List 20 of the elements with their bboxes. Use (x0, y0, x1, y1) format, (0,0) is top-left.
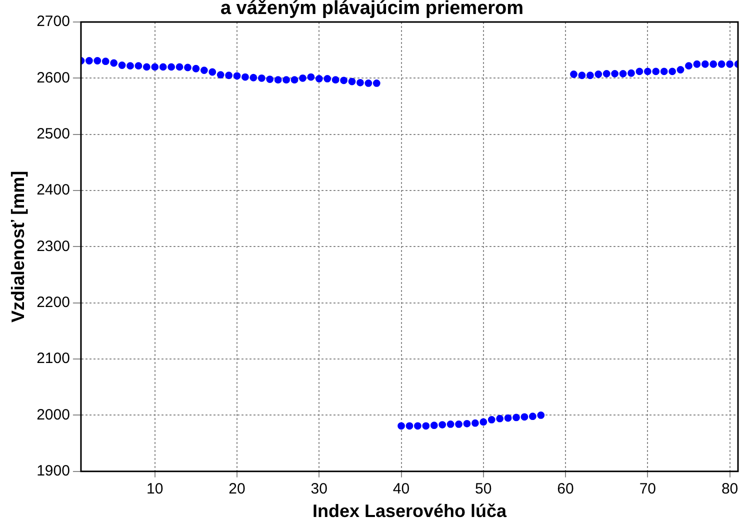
x-tick-label: 70 (639, 480, 656, 498)
y-tick-label: 2700 (36, 13, 70, 30)
y-tick-label: 2500 (36, 125, 70, 142)
x-axis-title: Index Laserového lúča (312, 501, 508, 522)
x-tick-label: 20 (228, 480, 246, 498)
y-tick-label: 1900 (36, 462, 70, 480)
y-axis-title: Vzdialenosť [mm] (8, 170, 28, 323)
x-tick-label: 10 (146, 480, 164, 498)
chart-title: a váženým plávajúcim priemerom (220, 0, 524, 19)
y-tick-label: 2300 (36, 238, 70, 255)
y-tick-label: 2100 (36, 350, 70, 368)
x-tick-label: 40 (392, 480, 410, 498)
x-tick-label: 50 (475, 480, 492, 498)
y-tick-label: 2600 (36, 69, 70, 86)
x-tick-label: 80 (721, 480, 738, 498)
y-tick-label: 2200 (36, 294, 70, 312)
x-tick-label: 30 (310, 480, 328, 498)
y-tick-label: 2400 (36, 182, 70, 199)
x-tick-label: 60 (557, 480, 574, 498)
y-tick-label: 2000 (36, 406, 70, 424)
